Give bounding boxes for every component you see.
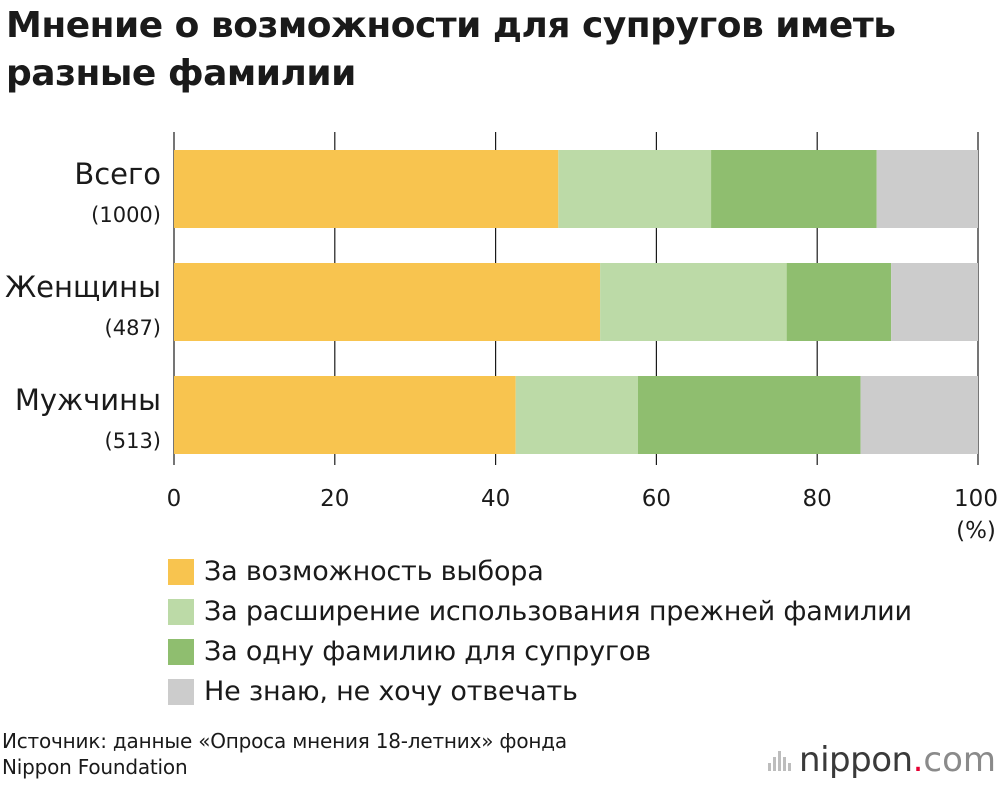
legend-item: Не знаю, не хочу отвечать <box>168 672 912 712</box>
category-label: Женщины <box>5 270 161 304</box>
bar-segment <box>860 376 978 454</box>
x-tick-label: 40 <box>481 486 510 512</box>
x-tick-label: 60 <box>642 486 671 512</box>
logo-brand: nippon <box>799 740 913 780</box>
category-label: Мужчины <box>15 383 161 417</box>
legend-item: За возможность выбора <box>168 552 912 592</box>
legend-label: Не знаю, не хочу отвечать <box>204 676 578 707</box>
bar-segment <box>786 263 892 341</box>
x-tick-label: 0 <box>167 486 182 512</box>
legend-swatch <box>168 559 194 585</box>
legend-swatch <box>168 679 194 705</box>
legend-swatch <box>168 599 194 625</box>
source-line: Источник: данные «Опроса мнения 18-летни… <box>2 729 567 753</box>
bar-segment <box>515 376 638 454</box>
bar-segment <box>637 376 861 454</box>
x-unit-label: (%) <box>956 518 996 544</box>
legend-label: За одну фамилию для супругов <box>204 636 651 667</box>
category-count-label: (1000) <box>91 203 161 227</box>
bar-segment <box>174 150 559 228</box>
bar-segment <box>711 150 877 228</box>
legend: За возможность выбора За расширение испо… <box>168 552 912 712</box>
category-count-label: (487) <box>105 316 161 340</box>
bar-segment <box>174 263 601 341</box>
bar-segment <box>558 150 712 228</box>
stacked-bar-chart: 0 20 40 60 80 100 (%) Всего (1000) Женщины (487) М… <box>5 132 998 544</box>
nippon-logo: nippon. com <box>768 740 996 780</box>
legend-swatch <box>168 639 194 665</box>
bar-segment <box>174 376 516 454</box>
legend-label: За расширение использования прежней фами… <box>204 596 912 627</box>
bar-segment <box>600 263 787 341</box>
x-tick-label: 100 <box>954 486 998 512</box>
legend-item: За одну фамилию для супругов <box>168 632 912 672</box>
source-note: Источник: данные «Опроса мнения 18-летни… <box>2 728 567 780</box>
legend-item: За расширение использования прежней фами… <box>168 592 912 632</box>
x-tick-label: 80 <box>803 486 832 512</box>
logo-dot: . <box>912 740 924 780</box>
logo-bars-icon <box>768 749 792 771</box>
category-label: Всего <box>74 157 161 191</box>
bar-segment <box>876 150 978 228</box>
bar-segment <box>891 263 978 341</box>
x-tick-label: 20 <box>320 486 349 512</box>
legend-label: За возможность выбора <box>204 556 544 587</box>
logo-domain: com <box>923 740 996 780</box>
source-line: Nippon Foundation <box>2 755 188 779</box>
category-count-label: (513) <box>105 429 161 453</box>
chart-title: Мнение о возможности для супругов иметь … <box>6 5 896 94</box>
